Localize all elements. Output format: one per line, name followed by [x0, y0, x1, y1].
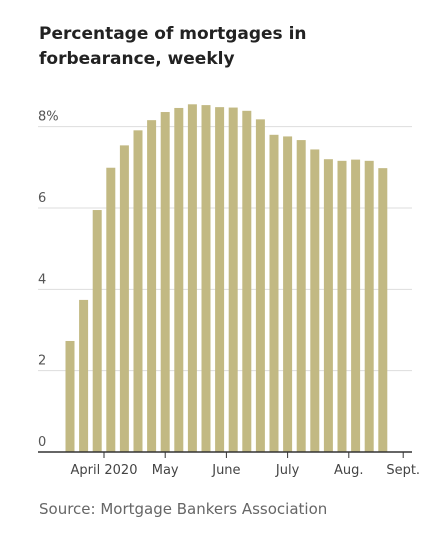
- bar: [133, 130, 143, 452]
- bar: [160, 112, 170, 452]
- y-tick-label: 4: [38, 272, 46, 287]
- y-tick-label: 8%: [38, 110, 59, 125]
- chart-title: Percentage of mortgages in forbearance, …: [39, 24, 307, 69]
- bar: [215, 107, 225, 452]
- x-tick-label: July: [275, 463, 300, 478]
- bar: [201, 105, 211, 452]
- x-tick-label: Sept.: [386, 463, 420, 478]
- x-tick-label: June: [211, 463, 240, 478]
- x-tick-label: May: [152, 463, 179, 478]
- bar: [255, 119, 265, 452]
- y-tick-label: 0: [38, 435, 46, 450]
- source-note: Source: Mortgage Bankers Association: [39, 500, 328, 518]
- x-tick-label: April 2020: [71, 463, 138, 478]
- bar: [79, 299, 89, 452]
- bar: [92, 210, 102, 452]
- y-tick-label: 2: [38, 354, 46, 369]
- bar: [65, 340, 75, 452]
- y-tick-label: 6: [38, 191, 46, 206]
- bar: [296, 140, 306, 452]
- bar: [351, 159, 361, 452]
- bar: [310, 149, 320, 452]
- x-axis-labels: April 2020 May June July Aug. Sept.: [71, 463, 421, 478]
- bar: [119, 145, 129, 452]
- bar: [364, 160, 374, 452]
- bar: [378, 168, 388, 452]
- bar: [187, 104, 197, 453]
- bar: [106, 167, 116, 453]
- bar: [174, 107, 184, 453]
- bar: [283, 136, 293, 452]
- bars: [65, 104, 388, 453]
- bar: [323, 159, 333, 452]
- y-axis-labels: 0 2 4 6 8%: [38, 110, 59, 450]
- bar: [269, 134, 279, 453]
- x-tick-label: Aug.: [334, 463, 364, 478]
- bar: [147, 120, 157, 452]
- bar: [228, 107, 238, 452]
- bar: [242, 110, 252, 452]
- x-axis-ticks: [103, 452, 404, 458]
- bar: [337, 160, 347, 452]
